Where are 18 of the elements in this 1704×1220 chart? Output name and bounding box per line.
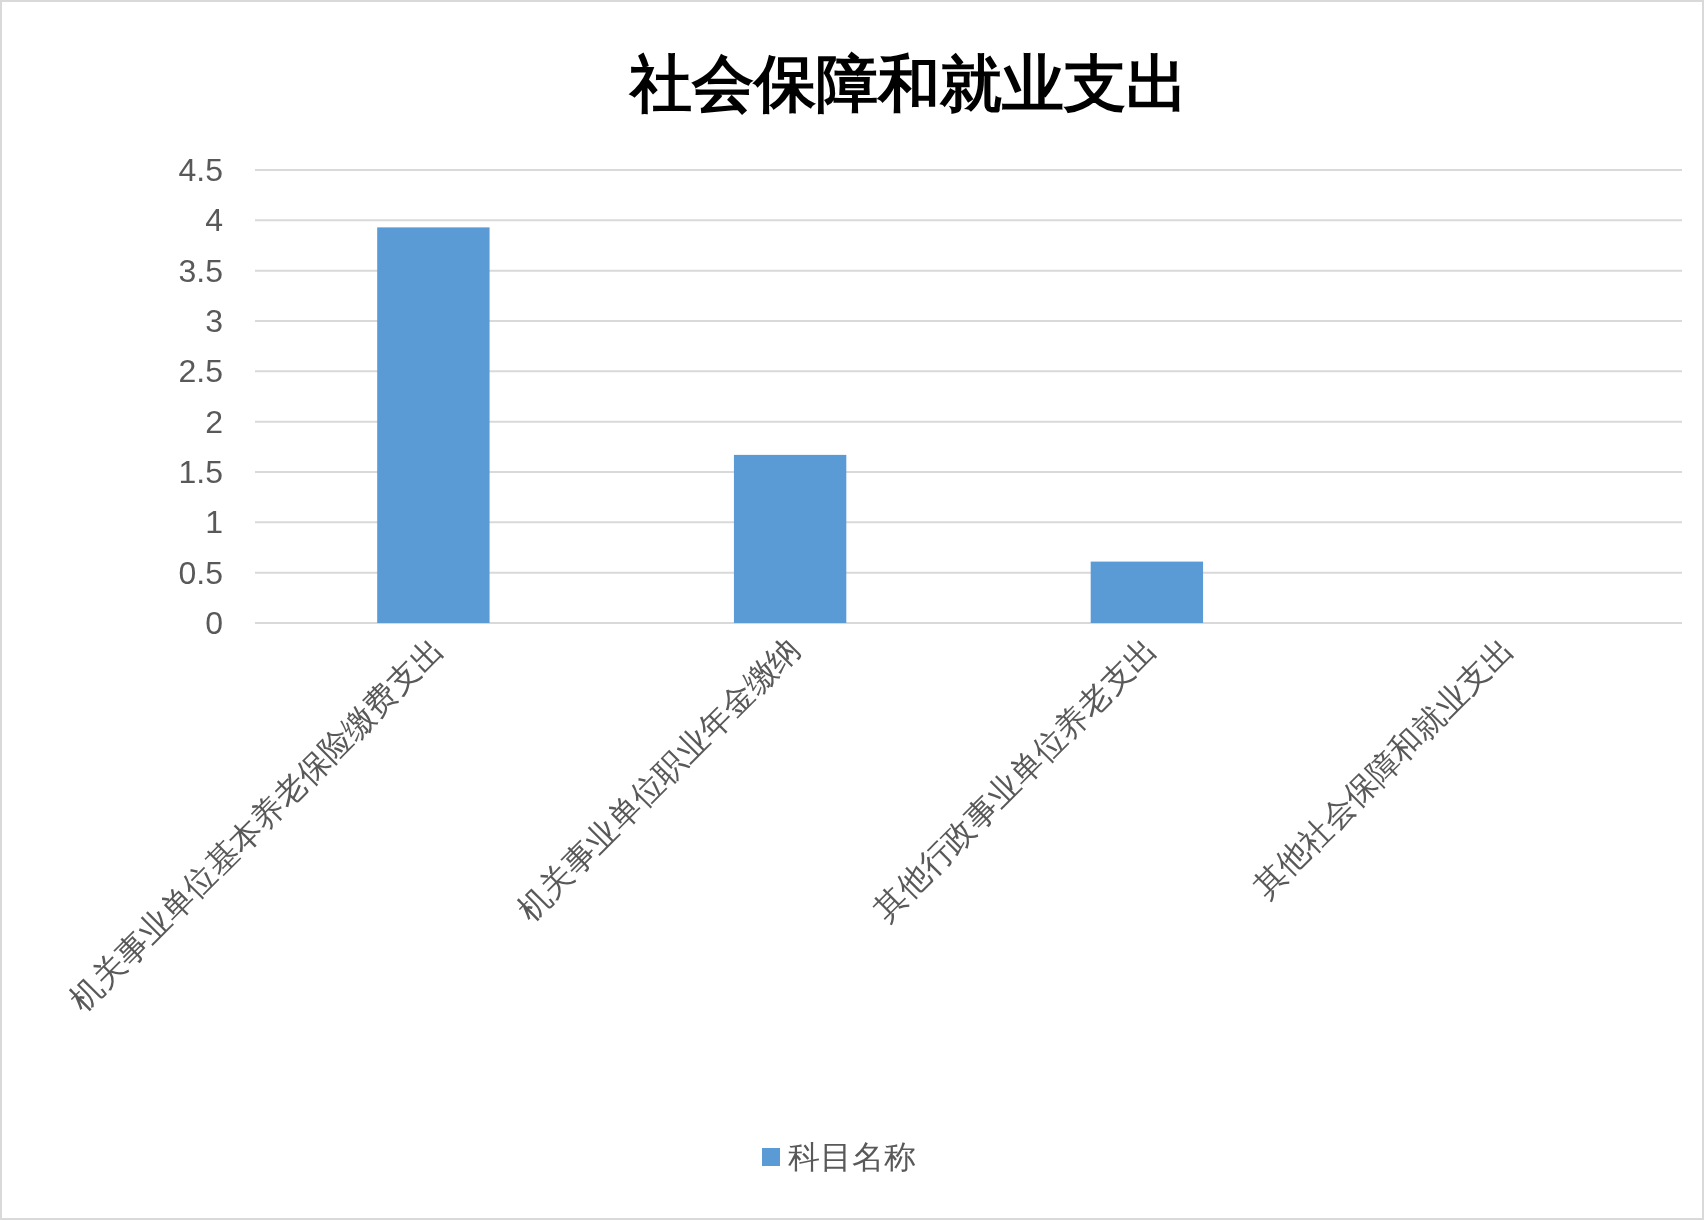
y-tick-label: 3: [205, 303, 223, 339]
x-tick-label: 其他行政事业单位养老支出: [866, 630, 1164, 928]
y-tick-label: 2: [205, 403, 223, 440]
y-tick-label: 4: [205, 202, 223, 239]
x-tick-label: 其他社会保障和就业支出: [1246, 630, 1521, 905]
y-tick-label: 2.5: [178, 353, 223, 390]
bar: [733, 454, 847, 623]
y-tick-label: 4.5: [178, 152, 223, 188]
y-tick-label: 3.5: [178, 252, 223, 289]
legend-label: 科目名称: [788, 1139, 916, 1175]
chart-title: 社会保障和就业支出: [627, 49, 1188, 118]
y-tick-label: 0.5: [178, 554, 223, 591]
bar: [377, 227, 490, 623]
y-tick-label: 0: [205, 605, 223, 641]
bar: [1090, 561, 1204, 623]
x-tick-label: 机关事业单位职业年金缴纳: [510, 630, 808, 928]
y-tick-label: 1.5: [178, 454, 223, 490]
y-tick-label: 1: [205, 504, 223, 541]
